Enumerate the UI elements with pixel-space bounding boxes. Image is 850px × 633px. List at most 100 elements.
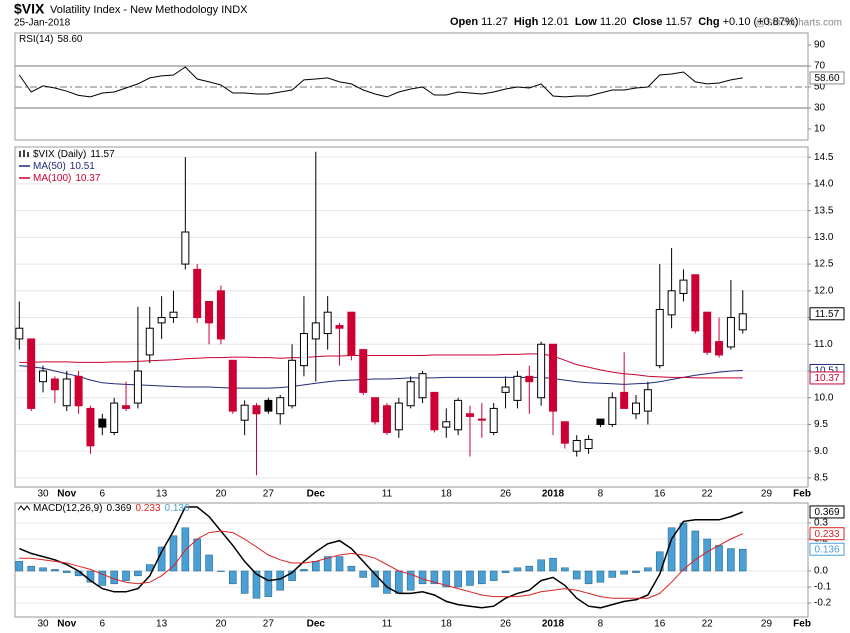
rsi-line <box>18 66 743 98</box>
candle-body <box>335 325 344 329</box>
legend-name: MACD(12,26,9) <box>33 503 102 514</box>
histogram-bar <box>727 548 735 572</box>
x-tick-label: 8 <box>598 489 604 500</box>
candle-body <box>643 389 652 412</box>
y-tick-label: 10.0 <box>814 392 834 403</box>
value-box <box>809 71 845 85</box>
x-tick-label: Dec <box>307 619 326 630</box>
candle-body <box>216 290 225 340</box>
legend: MACD(12,26,9) 0.369 0.233 0.136 <box>33 503 190 514</box>
legend-value: 0.233 <box>136 503 161 514</box>
histogram-bar <box>383 570 391 594</box>
x-tick-label: Feb <box>793 619 811 630</box>
histogram-bar <box>15 561 24 572</box>
quote-label: Open <box>450 16 478 28</box>
histogram-bar <box>442 570 451 588</box>
candle-body <box>560 421 569 444</box>
histogram-bar <box>228 570 237 585</box>
x-tick-label: 29 <box>761 619 773 630</box>
y-tick-label: 13.5 <box>814 205 834 216</box>
x-tick-label: 27 <box>263 489 275 500</box>
histogram-bar <box>608 570 617 578</box>
macd-line <box>19 506 744 609</box>
quote-label: High <box>514 16 539 28</box>
histogram-bar <box>335 556 344 572</box>
panel <box>15 503 808 617</box>
candle-body <box>157 317 166 324</box>
histogram-bar <box>252 570 261 599</box>
quote-value: 11.57 <box>666 16 693 28</box>
candle-body <box>549 343 557 412</box>
candle-body <box>311 322 320 340</box>
date: 25-Jan-2018 <box>14 18 71 29</box>
histogram-bar <box>51 569 59 572</box>
y-tick-label: 13.0 <box>814 232 834 243</box>
y-tick-label: 9.0 <box>814 446 828 457</box>
histogram-bar <box>359 570 368 578</box>
x-tick-label: 18 <box>441 619 453 630</box>
x-tick-label: 16 <box>654 489 666 500</box>
x-tick-label: 30 <box>37 489 49 500</box>
candle-body <box>86 407 95 447</box>
histogram-bar <box>205 554 213 572</box>
histogram-bar <box>217 570 225 572</box>
candle-body <box>288 359 297 407</box>
histogram-bar <box>703 538 711 572</box>
x-tick-label: 6 <box>100 619 106 630</box>
histogram-bar <box>537 559 545 572</box>
candle-body <box>347 311 356 356</box>
x-tick-label: 11 <box>382 619 393 630</box>
value-box-label: 58.60 <box>814 73 839 84</box>
y-tick-label: 30 <box>814 103 826 114</box>
moving-average <box>19 353 743 379</box>
macd-line <box>19 530 744 599</box>
histogram-bar <box>418 570 427 585</box>
candle-body <box>442 421 451 428</box>
x-tick-label: 20 <box>215 619 227 630</box>
candle-body <box>122 405 131 409</box>
candle-body <box>477 418 486 421</box>
quote-label: Chg <box>698 16 719 28</box>
histogram-bar <box>620 570 628 575</box>
value-box-label: 10.51 <box>814 366 839 377</box>
x-tick-label: 22 <box>702 489 714 500</box>
candle-body <box>394 402 403 431</box>
histogram-bar <box>596 570 605 583</box>
instrument-name: Volatility Index - New Methodology INDX <box>50 4 248 16</box>
histogram-bar <box>110 570 118 585</box>
y-tick-label: 14.5 <box>814 152 834 163</box>
histogram-bar <box>288 570 296 581</box>
histogram-bar <box>27 565 35 572</box>
panel-frame <box>14 502 809 618</box>
legend: MA(100) 10.37 <box>33 173 101 184</box>
value-box <box>809 371 845 385</box>
candle-body <box>39 370 48 383</box>
candle-body <box>62 378 71 407</box>
histogram-bar <box>134 570 142 577</box>
histogram-bar <box>169 535 178 572</box>
histogram-bar <box>323 556 332 572</box>
candle-body <box>264 399 273 412</box>
y-tick-label: 12.0 <box>814 285 834 296</box>
histogram-bar <box>738 548 747 572</box>
histogram-bar <box>98 570 107 586</box>
histogram-bar <box>347 565 356 572</box>
x-tick-label: 2018 <box>542 489 565 500</box>
y-tick-label: 8.5 <box>814 473 828 484</box>
quote-value: 11.27 <box>481 16 508 28</box>
y-tick-label: 50 <box>814 82 826 93</box>
x-tick-label: 27 <box>263 619 275 630</box>
candle-body <box>15 327 24 340</box>
histogram-bar <box>501 570 510 573</box>
histogram-bar <box>561 567 569 572</box>
candle-body <box>537 343 546 399</box>
histogram-bar <box>644 567 652 572</box>
quote: Open 11.27 High 12.01 Low 11.20 Close 11.57 Chg +… <box>450 16 798 28</box>
candle-body <box>193 268 202 319</box>
candle-body <box>169 311 178 319</box>
y-tick-label: 9.5 <box>814 419 828 430</box>
histogram-bar <box>549 557 557 572</box>
histogram-bar <box>240 570 249 594</box>
candle-body <box>110 402 119 433</box>
histogram-bar <box>311 561 320 572</box>
